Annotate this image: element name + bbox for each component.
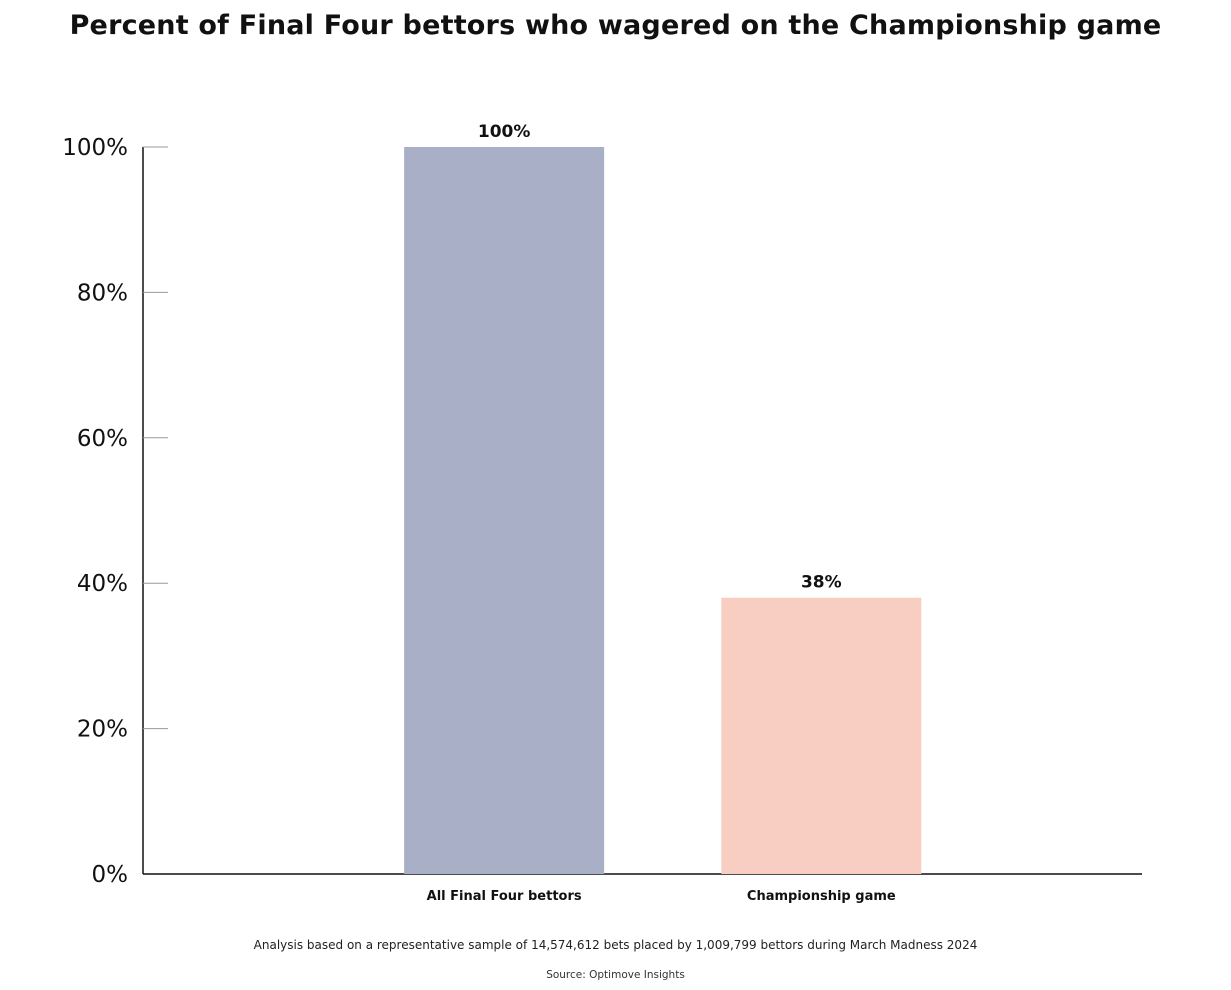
- y-tick-label: 100%: [62, 135, 128, 161]
- footnote: Analysis based on a representative sampl…: [253, 938, 978, 952]
- bar-chart: 0% 20% 40% 60% 80% 100% 100% All Final Four be…: [62, 122, 1142, 904]
- bar: [404, 147, 605, 874]
- y-tick-label: 80%: [77, 280, 128, 306]
- bar: [721, 597, 922, 874]
- x-tick-label: All Final Four bettors: [427, 889, 582, 904]
- bar-value-label: 38%: [801, 573, 842, 593]
- bar-value-label: 100%: [478, 122, 531, 142]
- y-tick-label: 0%: [92, 862, 129, 888]
- y-tick-label: 60%: [77, 426, 128, 452]
- source-note: Source: Optimove Insights: [546, 969, 685, 981]
- y-tick-label: 20%: [77, 717, 128, 743]
- y-tick-label: 40%: [77, 571, 128, 597]
- chart-title: Percent of Final Four bettors who wagere…: [69, 10, 1162, 41]
- x-tick-label: Championship game: [747, 889, 896, 904]
